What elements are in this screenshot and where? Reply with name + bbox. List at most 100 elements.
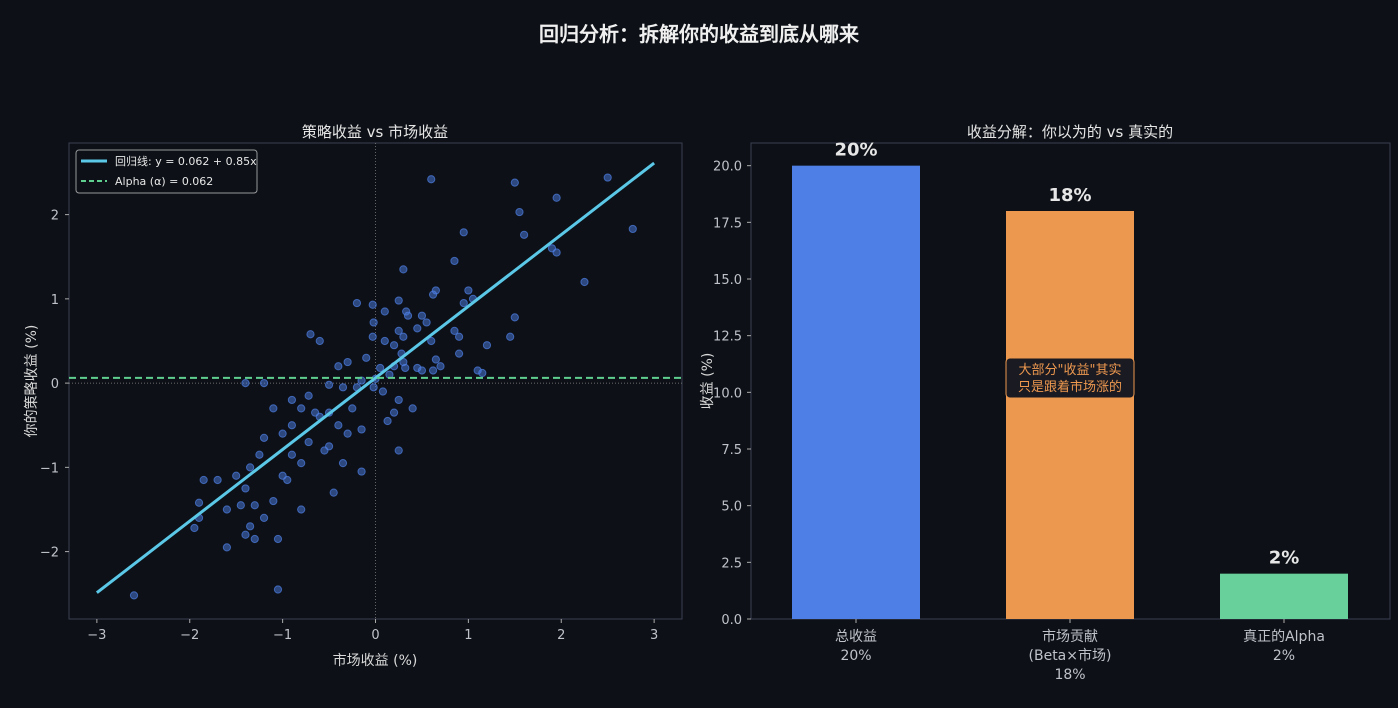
x-tick-label: 20% (840, 648, 871, 664)
scatter-point (417, 311, 427, 320)
scatter-point (580, 277, 589, 287)
x-tick-label: 真正的Alpha (1243, 629, 1325, 645)
scatter-point (603, 173, 612, 182)
scatter-point (334, 362, 343, 371)
scatter-point (380, 336, 389, 346)
scatter-point (450, 326, 459, 335)
scatter-point (304, 437, 313, 447)
y-tick-label: 10.0 (713, 386, 742, 401)
scatter-point (368, 300, 377, 309)
scatter-point (304, 391, 313, 400)
scatter-point (278, 429, 287, 438)
scatter-point (320, 446, 329, 455)
scatter-point (311, 408, 320, 417)
x-tick-label: 2 (557, 628, 565, 643)
y-tick-label: 17.5 (713, 216, 742, 231)
x-tick-label: 市场贡献 (1042, 628, 1098, 645)
scatter-point (129, 591, 139, 600)
scatter-point (338, 383, 348, 392)
scatter-point (552, 248, 561, 257)
scatter-point (401, 363, 410, 373)
scatter-point (380, 307, 389, 316)
figure-title: 回归分析：拆解你的收益到底从哪来 (539, 22, 859, 46)
scatter-point (431, 286, 440, 295)
scatter-point (348, 404, 357, 413)
scatter-point (343, 357, 352, 367)
scatter-point (394, 296, 403, 305)
scatter-point (431, 355, 440, 364)
x-tick-label: 18% (1054, 667, 1085, 683)
scatter-point (413, 324, 422, 333)
scatter-point (334, 421, 343, 430)
scatter-point (628, 224, 637, 234)
bar-title: 收益分解：你以为的 vs 真实的 (967, 123, 1173, 141)
scatter-point (515, 207, 524, 217)
x-tick-label: 2% (1273, 648, 1295, 664)
scatter-point (369, 383, 378, 392)
annotation-text: 大部分"收益"其实 (1019, 363, 1122, 378)
scatter-point (413, 363, 422, 373)
scatter-point (436, 362, 445, 371)
scatter-point (343, 429, 352, 438)
scatter-point (241, 379, 250, 388)
scatter-point (422, 318, 431, 327)
scatter-point (287, 395, 297, 405)
scatter-point (454, 349, 464, 358)
y-tick-label: 12.5 (713, 330, 742, 345)
bar-data-label: 18% (1048, 185, 1091, 206)
scatter-point (362, 353, 371, 362)
scatter-point (450, 256, 459, 266)
scatter-point (287, 421, 297, 430)
scatter-point (297, 505, 306, 514)
scatter-point (338, 459, 348, 468)
scatter-point (269, 496, 278, 506)
x-tick-label: 1 (464, 628, 472, 643)
scatter-point (297, 459, 306, 468)
bar-0 (792, 165, 920, 619)
scatter-point (520, 230, 529, 239)
y-tick-label: 0 (51, 377, 59, 392)
y-tick-label: 2 (51, 209, 59, 224)
scatter-point (241, 530, 250, 539)
scatter-point (250, 501, 259, 510)
y-tick-label: −1 (40, 461, 59, 476)
x-tick-label: −2 (180, 628, 199, 643)
scatter-point (428, 366, 438, 375)
scatter-point (287, 450, 297, 459)
scatter-point (408, 404, 417, 413)
scatter-point (306, 330, 315, 339)
scatter-point (329, 488, 338, 497)
scatter-point (427, 336, 436, 346)
scatter-point (399, 332, 408, 341)
scatter-point (250, 534, 259, 544)
y-tick-label: 1 (51, 293, 59, 308)
scatter-point (357, 425, 366, 434)
x-tick-label: −3 (87, 628, 106, 643)
scatter-title: 策略收益 vs 市场收益 (302, 123, 448, 141)
scatter-point (222, 543, 231, 552)
scatter-point (376, 363, 385, 373)
scatter-point (194, 498, 204, 507)
scatter-point (368, 332, 377, 341)
scatter-point (510, 313, 519, 322)
scatter-point (459, 298, 468, 308)
scatter-point (459, 228, 468, 237)
x-tick-label: −1 (273, 628, 292, 643)
scatter-point (383, 416, 392, 426)
legend-alpha-label: Alpha (α) = 0.062 (115, 175, 213, 188)
bar-ylabel: 收益 (%) (700, 353, 716, 410)
bar-data-label: 20% (834, 140, 877, 161)
scatter-point (394, 446, 403, 455)
scatter-point (241, 484, 250, 493)
bar-1 (1006, 211, 1134, 619)
x-tick-label: (Beta×市场) (1029, 647, 1112, 664)
scatter-point (255, 450, 264, 459)
scatter-point (427, 175, 436, 184)
y-tick-label: 20.0 (713, 160, 742, 175)
scatter-point (273, 534, 283, 544)
legend-regression-label: 回归线: y = 0.062 + 0.85x (115, 154, 257, 168)
scatter-point (273, 585, 283, 594)
scatter-point (510, 178, 519, 187)
scatter-point (389, 408, 399, 417)
